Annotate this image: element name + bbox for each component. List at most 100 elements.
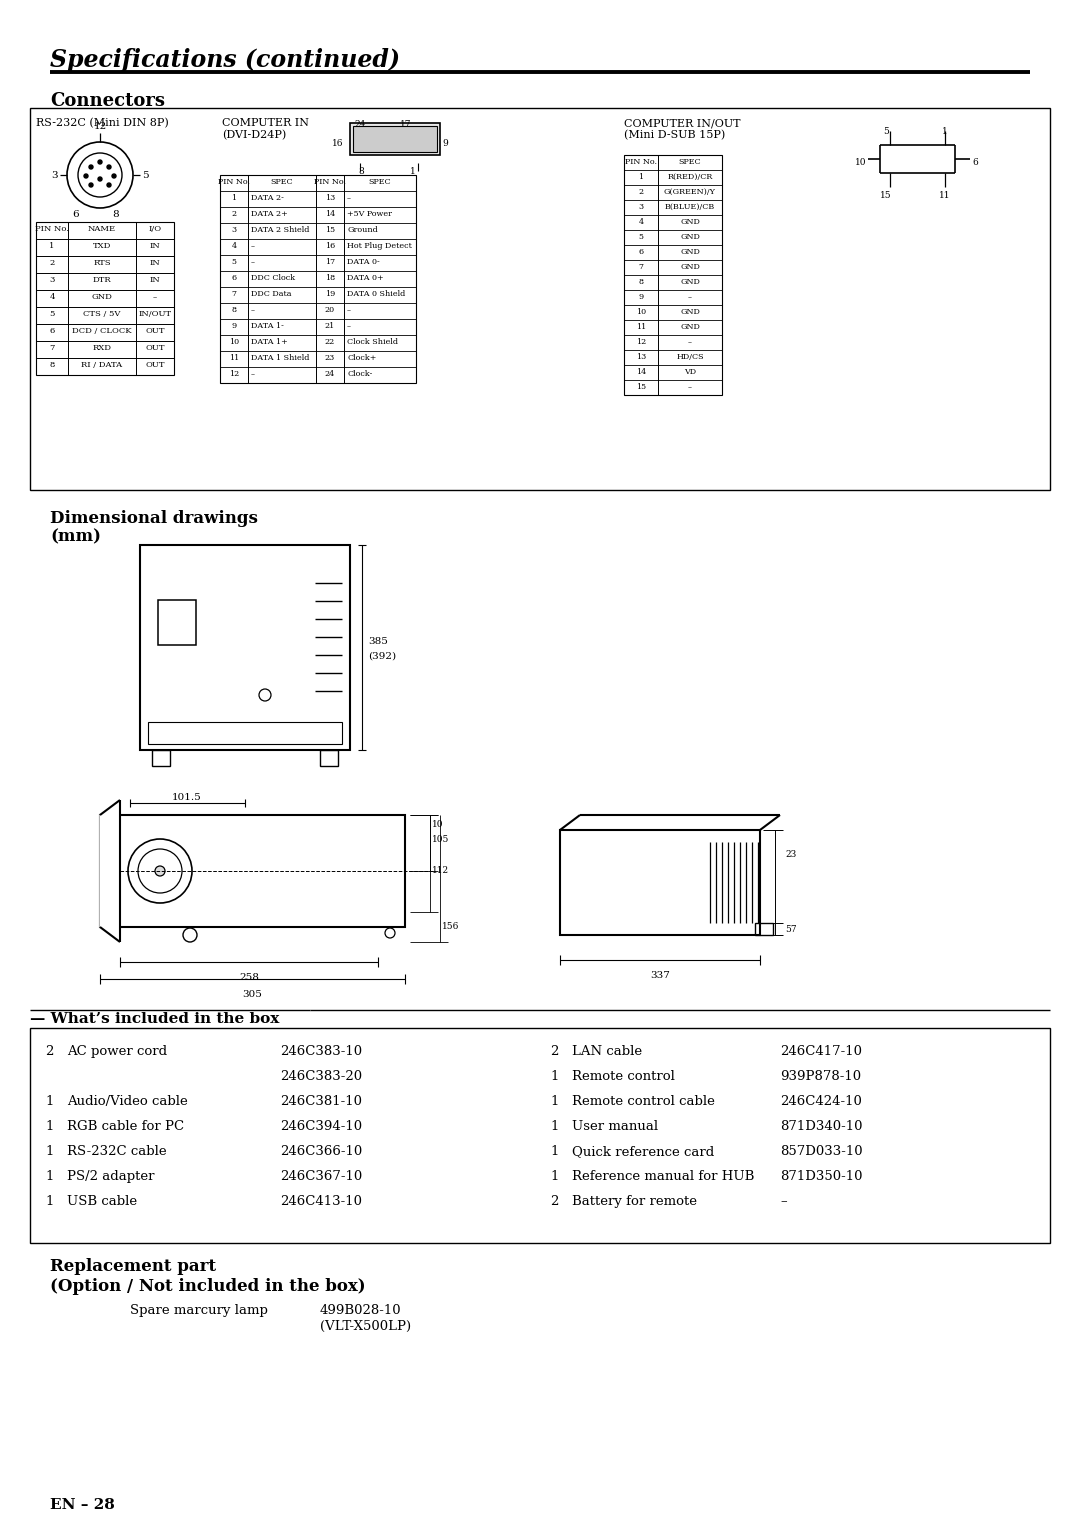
Text: NAME: NAME xyxy=(87,225,116,232)
Text: SPEC: SPEC xyxy=(368,177,391,186)
Text: 3: 3 xyxy=(50,277,55,284)
Text: OUT: OUT xyxy=(145,327,165,335)
Text: IN/OUT: IN/OUT xyxy=(138,310,172,318)
Text: RI / DATA: RI / DATA xyxy=(81,361,122,368)
Text: 871D350-10: 871D350-10 xyxy=(780,1170,863,1183)
Text: 9: 9 xyxy=(442,139,448,148)
Text: SPEC: SPEC xyxy=(678,157,701,167)
Text: 21: 21 xyxy=(325,322,335,330)
Text: 3: 3 xyxy=(231,226,237,234)
Text: 23: 23 xyxy=(785,850,796,859)
Text: 5: 5 xyxy=(50,310,55,318)
Text: 2: 2 xyxy=(231,209,237,219)
Text: 17: 17 xyxy=(325,258,335,266)
Text: HD/CS: HD/CS xyxy=(676,353,704,361)
Text: Reference manual for HUB: Reference manual for HUB xyxy=(572,1170,754,1183)
Text: 12: 12 xyxy=(93,122,107,131)
Text: –: – xyxy=(251,258,255,266)
Text: 337: 337 xyxy=(650,970,670,979)
Text: –: – xyxy=(347,322,351,330)
Text: DATA 1+: DATA 1+ xyxy=(251,338,287,345)
Text: Replacement part: Replacement part xyxy=(50,1258,216,1274)
Text: — What’s included in the box: — What’s included in the box xyxy=(30,1012,280,1025)
Text: SPEC: SPEC xyxy=(271,177,294,186)
Text: 1: 1 xyxy=(45,1120,53,1132)
Text: 8: 8 xyxy=(50,361,55,368)
Text: 939P878-10: 939P878-10 xyxy=(780,1070,861,1083)
Text: 10: 10 xyxy=(432,821,444,830)
Text: RTS: RTS xyxy=(93,260,111,267)
Text: 7: 7 xyxy=(231,290,237,298)
Text: PS/2 adapter: PS/2 adapter xyxy=(67,1170,154,1183)
Bar xyxy=(152,750,170,766)
Text: 5: 5 xyxy=(231,258,237,266)
Text: 246C394-10: 246C394-10 xyxy=(280,1120,362,1132)
Text: 1: 1 xyxy=(410,167,416,176)
Text: DATA 0+: DATA 0+ xyxy=(347,274,383,283)
Text: (VLT-X500LP): (VLT-X500LP) xyxy=(320,1320,411,1332)
Text: 1: 1 xyxy=(45,1170,53,1183)
Text: 2: 2 xyxy=(638,188,644,196)
Text: GND: GND xyxy=(680,232,700,241)
Text: VD: VD xyxy=(684,368,697,376)
Text: 57: 57 xyxy=(785,924,797,934)
Text: DATA 1 Shield: DATA 1 Shield xyxy=(251,354,309,362)
Text: 246C367-10: 246C367-10 xyxy=(280,1170,362,1183)
Text: AC power cord: AC power cord xyxy=(67,1045,167,1057)
Text: (Mini D-SUB 15P): (Mini D-SUB 15P) xyxy=(624,130,726,141)
Text: 1: 1 xyxy=(550,1120,558,1132)
Text: 8: 8 xyxy=(112,209,119,219)
Text: GND: GND xyxy=(680,219,700,226)
Text: Spare marcury lamp: Spare marcury lamp xyxy=(130,1303,268,1317)
Text: (Option / Not included in the box): (Option / Not included in the box) xyxy=(50,1277,366,1296)
Text: 1: 1 xyxy=(942,127,948,136)
Text: 13: 13 xyxy=(325,194,335,202)
Bar xyxy=(148,723,342,744)
Text: Hot Plug Detect: Hot Plug Detect xyxy=(347,241,411,251)
Text: 246C383-20: 246C383-20 xyxy=(280,1070,362,1083)
Text: 246C383-10: 246C383-10 xyxy=(280,1045,362,1057)
Text: 5: 5 xyxy=(883,127,889,136)
Text: PIN No.: PIN No. xyxy=(625,157,657,167)
Text: GND: GND xyxy=(680,263,700,270)
Circle shape xyxy=(107,183,111,186)
Text: PIN No.: PIN No. xyxy=(35,225,69,232)
Text: 4: 4 xyxy=(231,241,237,251)
Text: DATA 1-: DATA 1- xyxy=(251,322,284,330)
Text: 12: 12 xyxy=(229,370,239,377)
Text: –: – xyxy=(251,370,255,377)
Text: 6: 6 xyxy=(72,209,79,219)
Text: 15: 15 xyxy=(325,226,335,234)
Bar xyxy=(624,154,723,396)
Text: 112: 112 xyxy=(432,866,449,876)
Bar xyxy=(30,1028,1050,1242)
Text: 4: 4 xyxy=(50,293,55,301)
Text: 2: 2 xyxy=(550,1195,558,1209)
Text: GND: GND xyxy=(680,322,700,332)
Text: Clock-: Clock- xyxy=(347,370,373,377)
Bar xyxy=(220,176,416,384)
Text: 1: 1 xyxy=(231,194,237,202)
Bar xyxy=(100,814,405,927)
Text: 246C417-10: 246C417-10 xyxy=(780,1045,862,1057)
Text: 9: 9 xyxy=(638,293,644,301)
Text: –: – xyxy=(688,293,692,301)
Text: USB cable: USB cable xyxy=(67,1195,137,1209)
Text: –: – xyxy=(347,194,351,202)
Text: RS-232C (Mini DIN 8P): RS-232C (Mini DIN 8P) xyxy=(36,118,168,128)
Text: DTR: DTR xyxy=(93,277,111,284)
Text: 1: 1 xyxy=(550,1070,558,1083)
Text: 6: 6 xyxy=(231,274,237,283)
Text: User manual: User manual xyxy=(572,1120,658,1132)
Text: DATA 0-: DATA 0- xyxy=(347,258,380,266)
Text: PIN No.: PIN No. xyxy=(218,177,249,186)
Text: 8: 8 xyxy=(357,167,364,176)
Text: Connectors: Connectors xyxy=(50,92,165,110)
Text: 10: 10 xyxy=(636,309,646,316)
Text: 1: 1 xyxy=(50,241,55,251)
Text: 101.5: 101.5 xyxy=(172,793,202,802)
Circle shape xyxy=(84,174,87,177)
Bar xyxy=(158,601,195,645)
Text: DDC Clock: DDC Clock xyxy=(251,274,295,283)
Text: 1: 1 xyxy=(550,1144,558,1158)
